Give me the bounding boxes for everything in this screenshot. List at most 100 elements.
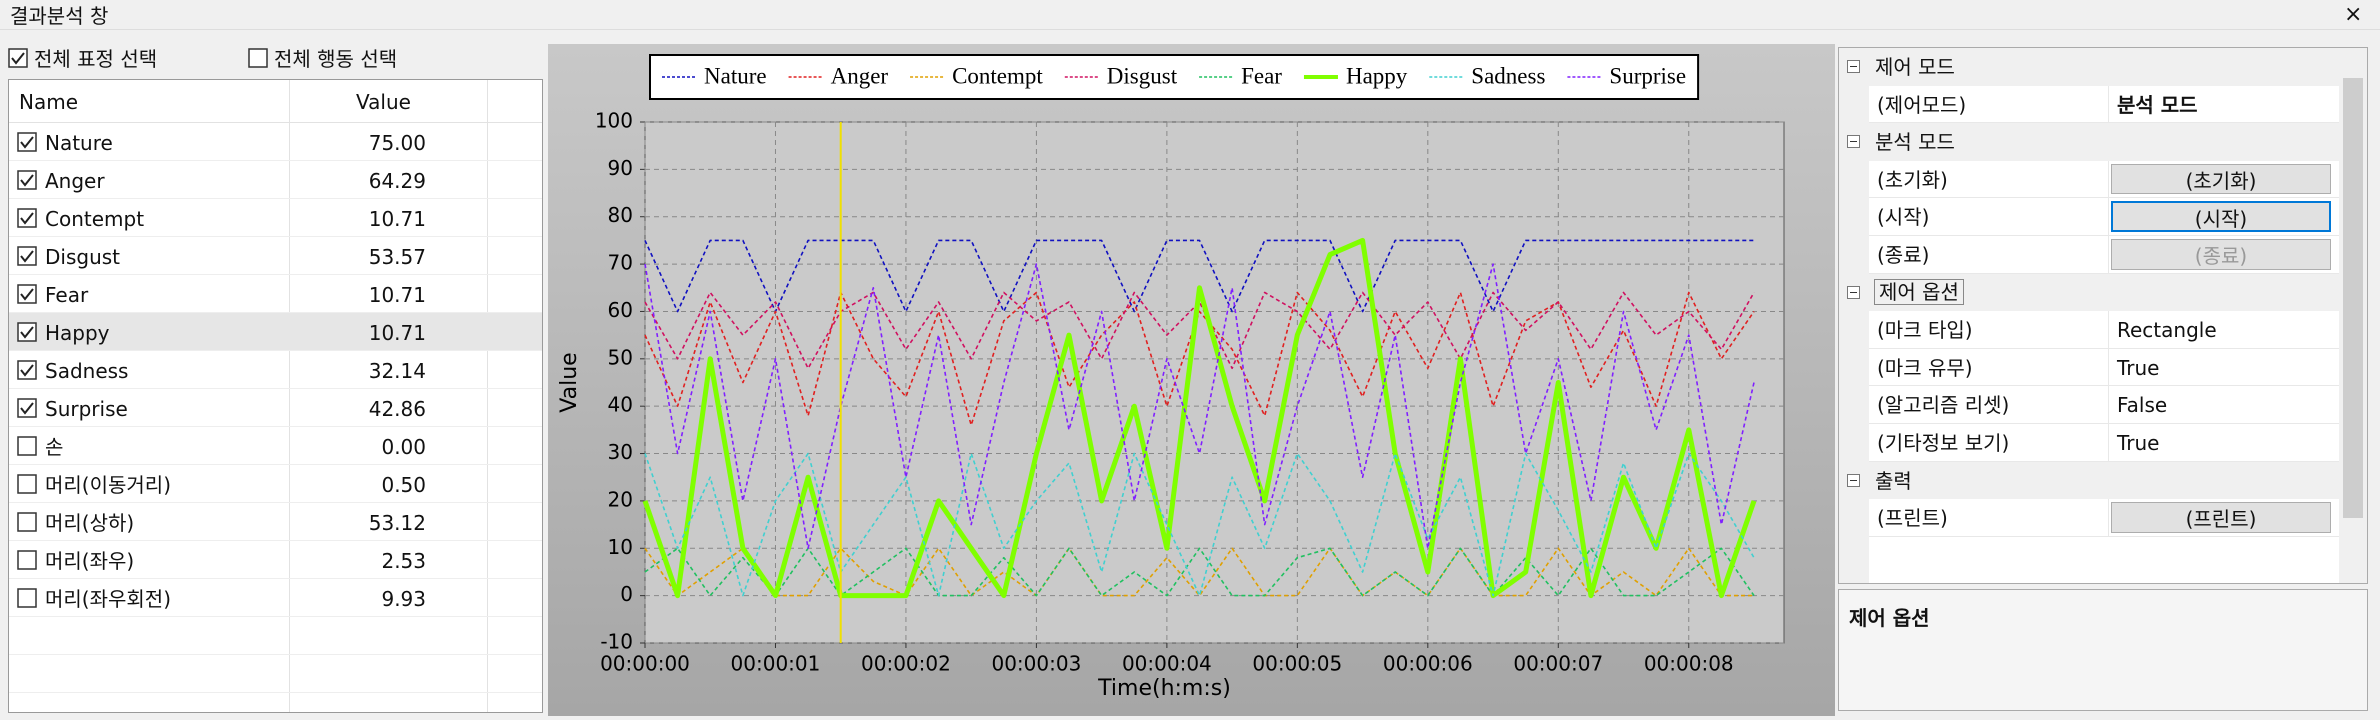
check-mark — [20, 174, 34, 187]
table-row[interactable]: 손 0.00 — [9, 427, 542, 465]
x-tick-label: 00:00:01 — [731, 652, 821, 676]
property-value: 분석 모드 — [2117, 92, 2198, 117]
series-line — [644, 239, 1754, 313]
button-label: (초기화) — [2185, 168, 2257, 193]
checkbox[interactable] — [17, 170, 37, 190]
row-name: 머리(좌우회전) — [45, 587, 172, 611]
checkbox-box — [17, 132, 37, 152]
section-title: 제어 모드 — [1875, 55, 1955, 79]
section-header[interactable]: 분석 모드 — [1839, 123, 2339, 161]
checkbox[interactable] — [17, 246, 37, 266]
description-text: 제어 옵션 — [1849, 606, 1930, 630]
property-value: Rectangle — [2117, 318, 2217, 343]
column-divider — [2108, 386, 2109, 424]
property-button[interactable]: (프린트) — [2111, 502, 2331, 533]
row-value: 42.86 — [368, 397, 426, 421]
plot-area — [644, 121, 1785, 644]
table-row[interactable]: 머리(좌우회전) 9.93 — [9, 579, 542, 617]
checkbox-box — [17, 284, 37, 304]
row-value: 10.71 — [368, 207, 426, 231]
series-line — [644, 452, 1755, 597]
table-row[interactable]: Sadness 32.14 — [9, 351, 542, 389]
checkbox-box — [17, 512, 37, 532]
row-name: Disgust — [45, 245, 121, 269]
y-tick-label: 10 — [608, 535, 633, 559]
column-divider — [2108, 85, 2109, 124]
checkbox-box — [17, 550, 37, 570]
series-line — [642, 237, 1757, 599]
checkbox[interactable] — [17, 284, 37, 304]
close-button[interactable]: × — [2344, 2, 2363, 27]
property-name: (알고리즘 리셋) — [1877, 393, 2010, 418]
property-name: (마크 타입) — [1877, 318, 1973, 343]
row-name: Anger — [45, 169, 105, 193]
row-value: 10.71 — [368, 321, 426, 345]
property-name: (기타정보 보기) — [1877, 431, 2010, 455]
checkbox[interactable] — [17, 132, 37, 152]
row-name: Contempt — [45, 207, 145, 231]
x-tick-label: 00:00:03 — [991, 652, 1081, 676]
table-row[interactable]: Happy 10.71 — [9, 313, 542, 351]
checkbox[interactable] — [17, 398, 37, 418]
checkbox-box — [17, 360, 37, 380]
window-title: 결과분석 창 — [10, 4, 109, 28]
table-row[interactable]: Nature 75.00 — [9, 123, 542, 161]
checkbox[interactable] — [8, 48, 28, 68]
section-header[interactable]: 출력 — [1839, 461, 2339, 500]
x-tick-label: 00:00:04 — [1122, 652, 1212, 676]
property-row: (기타정보 보기) True — [1869, 424, 2339, 462]
table-row[interactable]: Anger 64.29 — [9, 161, 542, 199]
property-row: (종료) (종료) — [1869, 236, 2339, 274]
table-row[interactable]: 머리(이동거리) 0.50 — [9, 465, 542, 503]
checkbox[interactable] — [248, 48, 268, 68]
column-line — [487, 80, 488, 712]
checkbox-label: 전체 행동 선택 — [274, 47, 398, 71]
checkbox-box — [8, 48, 28, 68]
property-button[interactable]: (시작) — [2111, 201, 2331, 232]
checkbox-label: 전체 표정 선택 — [34, 47, 158, 71]
table-row[interactable]: Surprise 42.86 — [9, 389, 542, 427]
button-label: (종료) — [2194, 244, 2248, 268]
table-row[interactable]: Disgust 53.57 — [9, 237, 542, 275]
checkbox[interactable] — [17, 588, 37, 608]
table-row[interactable]: 머리(좌우) 2.53 — [9, 541, 542, 579]
checkbox[interactable] — [17, 322, 37, 342]
checkbox[interactable] — [17, 436, 37, 456]
property-row: (프린트) (프린트) — [1869, 499, 2339, 537]
checkbox-box — [17, 246, 37, 266]
x-tick-label: 00:00:06 — [1383, 652, 1473, 676]
row-name: Surprise — [45, 397, 128, 421]
property-name: (제어모드) — [1877, 92, 1967, 117]
y-tick-label: 70 — [608, 251, 633, 275]
legend-label: Happy — [1346, 63, 1408, 88]
checkbox-box — [17, 436, 37, 456]
checkbox[interactable] — [17, 360, 37, 380]
property-row: (초기화) (초기화) — [1869, 160, 2339, 199]
table-row[interactable]: 머리(상하) 53.12 — [9, 503, 542, 541]
row-value: 53.12 — [368, 511, 426, 535]
checkbox-box — [17, 322, 37, 342]
collapse-minus — [1850, 141, 1857, 143]
legend-label: Contempt — [952, 63, 1043, 88]
description-box: 제어 옵션 — [1838, 589, 2368, 711]
section-header[interactable]: 제어 모드 — [1839, 48, 2339, 86]
row-name: Sadness — [45, 359, 129, 383]
y-tick-label: 50 — [608, 345, 633, 369]
check-mark — [20, 364, 34, 377]
legend-label: Nature — [704, 63, 767, 88]
y-tick-label: 0 — [620, 582, 633, 606]
table-row[interactable]: Contempt 10.71 — [9, 199, 542, 237]
checkbox[interactable] — [17, 208, 37, 228]
section-header[interactable]: 제어 옵션 — [1839, 273, 2339, 312]
x-tick-label: 00:00:02 — [861, 652, 951, 676]
table-row[interactable]: Fear 10.71 — [9, 275, 542, 313]
checkbox-box — [17, 398, 37, 418]
row-value: 9.93 — [381, 587, 426, 611]
empty-row — [9, 693, 542, 712]
property-row: (마크 타입) Rectangle — [1869, 311, 2339, 349]
checkbox[interactable] — [17, 512, 37, 532]
checkbox[interactable] — [17, 550, 37, 570]
collapse-minus — [1850, 66, 1857, 67]
checkbox[interactable] — [17, 474, 37, 494]
property-button[interactable]: (초기화) — [2111, 163, 2331, 195]
